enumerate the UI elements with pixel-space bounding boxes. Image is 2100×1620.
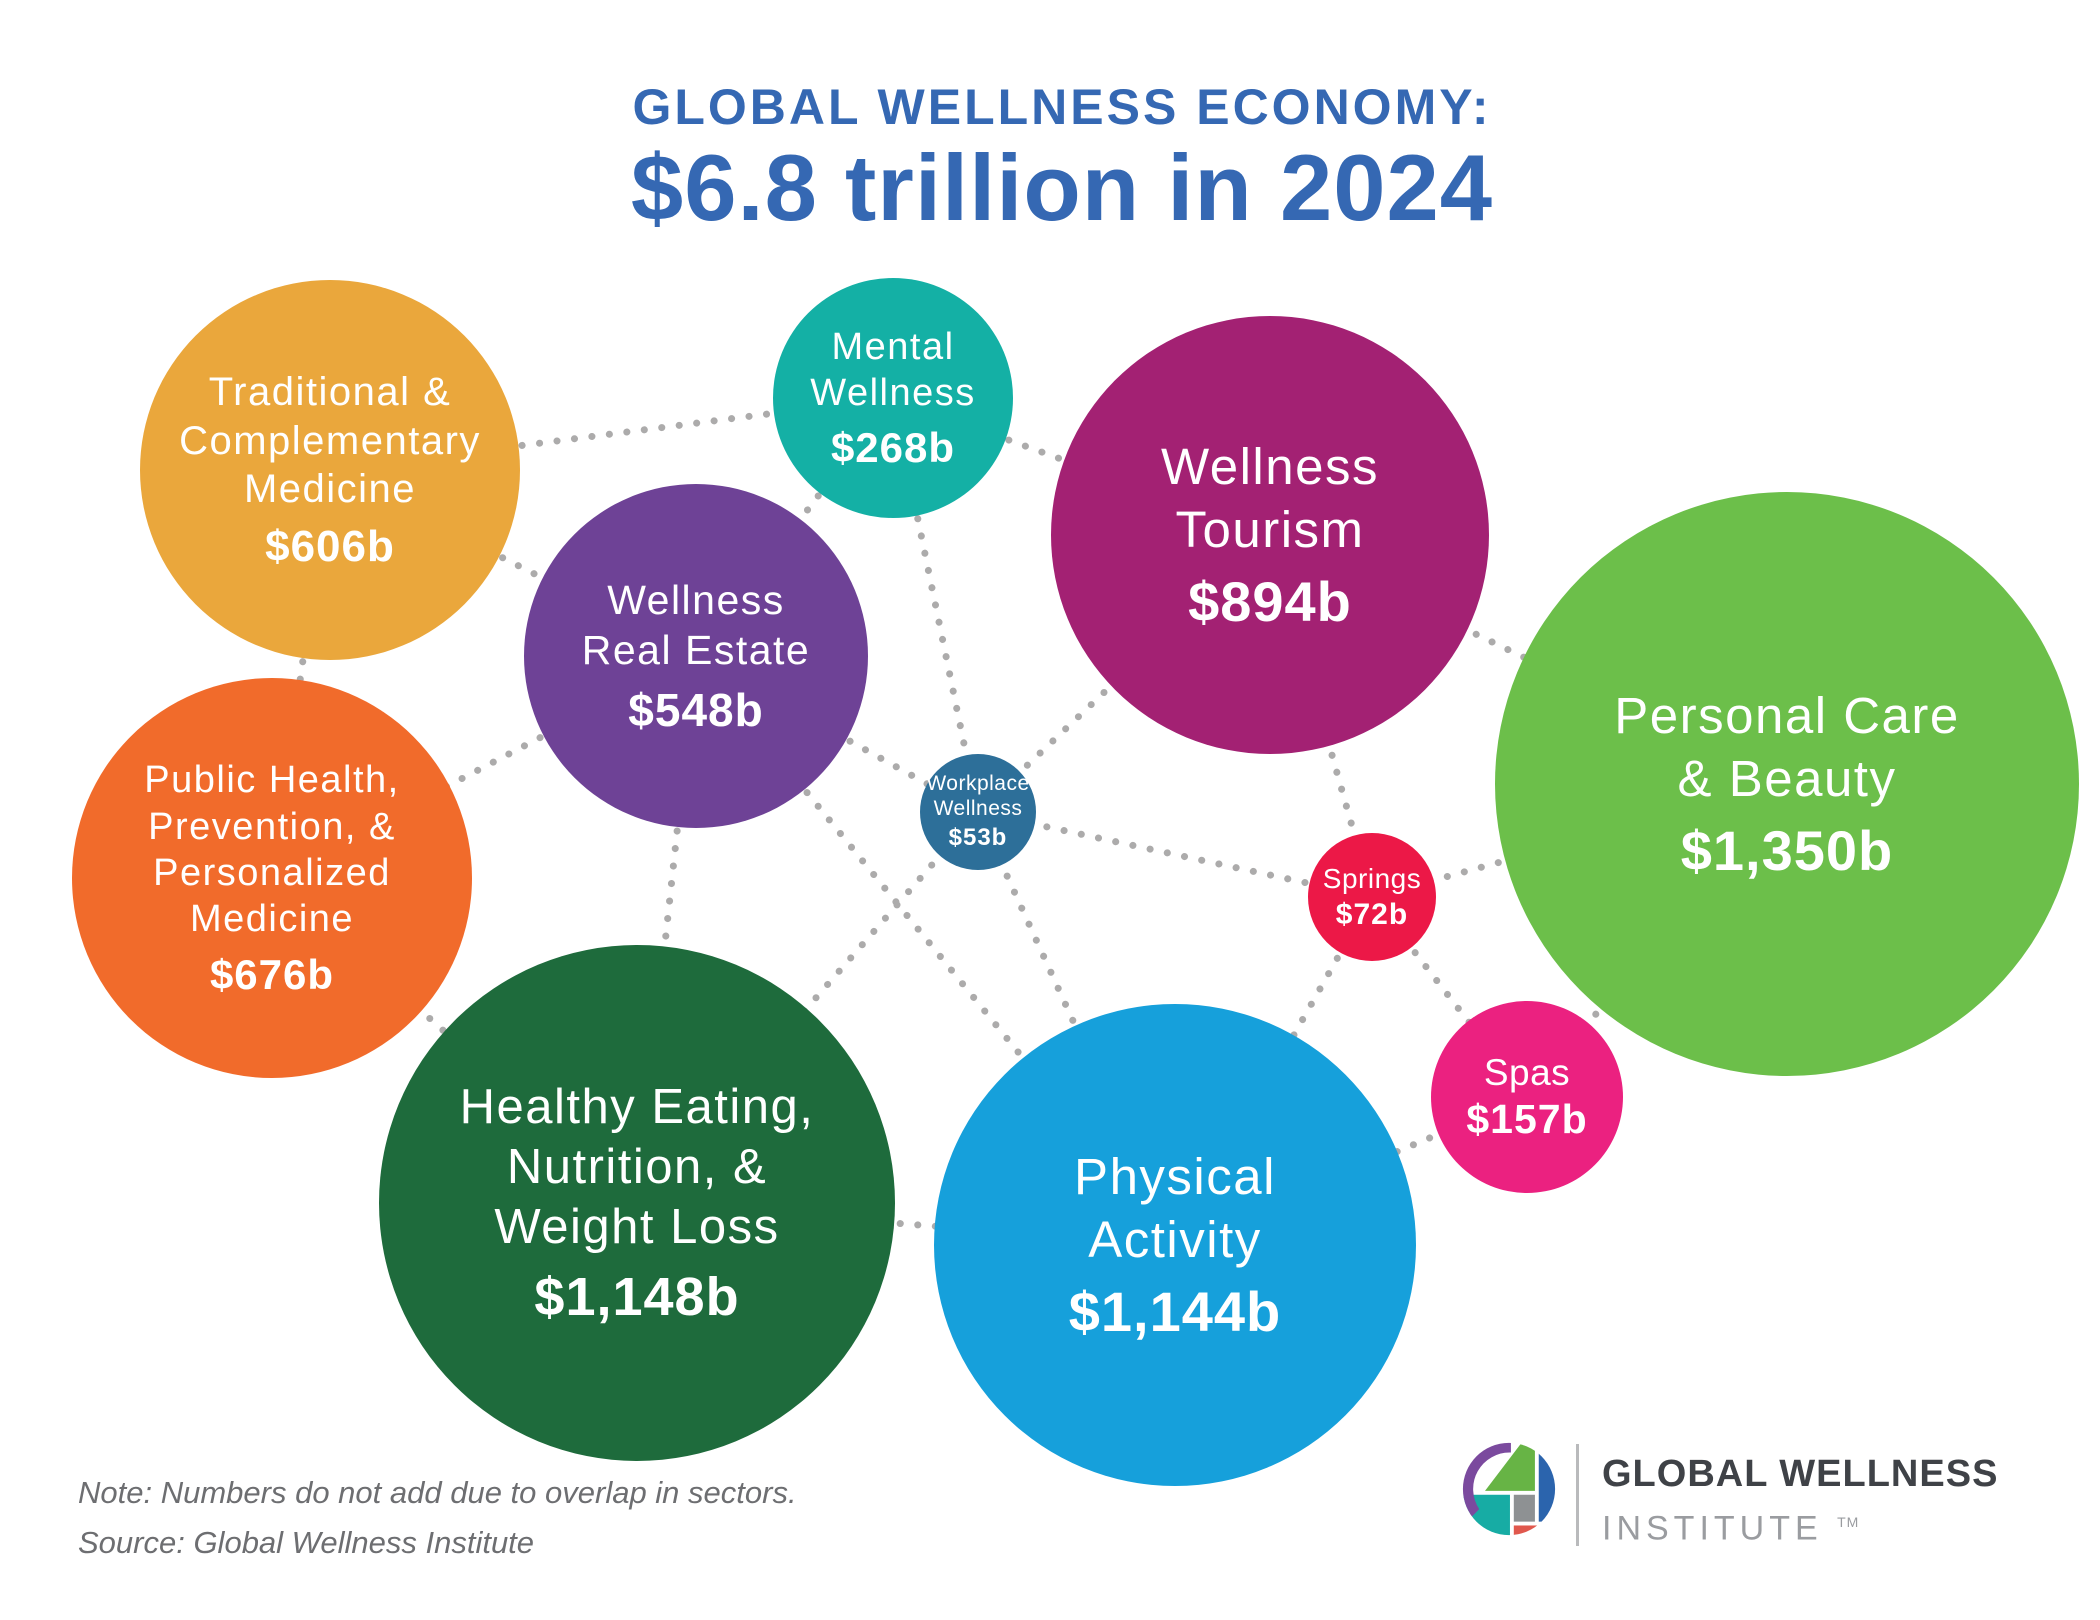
bubble-traditional-complementary-medicine: Traditional & Complementary Medicine $60… — [140, 280, 520, 660]
bubble-label: Personal Care & Beauty — [1614, 685, 1960, 809]
bubble-wellness-tourism: Wellness Tourism $894b — [1051, 316, 1489, 754]
bubble-value: $268b — [830, 424, 956, 472]
bubble-value: $1,148b — [534, 1266, 740, 1327]
web-line — [633, 808, 982, 1207]
bubble-value: $548b — [628, 684, 764, 737]
bubble-label-line: Real Estate — [581, 627, 811, 673]
bubble-label: Spas — [1484, 1051, 1570, 1095]
title-line-1: GLOBAL WELLNESS ECONOMY: — [632, 79, 1492, 135]
bubble-label-line: Weight Loss — [494, 1199, 780, 1254]
footnote: Note: Numbers do not add due to overlap … — [78, 1468, 797, 1568]
bubble-value: $72b — [1335, 897, 1409, 931]
bubble-label-line: Wellness — [933, 797, 1023, 820]
page-title: GLOBAL WELLNESS ECONOMY: $6.8 trillion i… — [12, 78, 2100, 238]
bubble-label: Traditional & Complementary Medicine — [179, 368, 481, 514]
bubble-label-line: Wellness — [1161, 438, 1379, 496]
bubble-label-line: Prevention, & — [148, 805, 396, 848]
bubble-label-line: Tourism — [1175, 500, 1365, 558]
bubble-label-line: & Beauty — [1677, 749, 1897, 807]
logo-segment-blue — [1538, 1442, 1556, 1522]
source-line: Source: Global Wellness Institute — [78, 1525, 535, 1560]
bubble-workplace-wellness: Workplace Wellness $53b — [920, 754, 1036, 870]
bubble-label-line: Activity — [1088, 1210, 1262, 1268]
bubble-value: $1,144b — [1068, 1279, 1282, 1343]
bubble-label: Wellness Real Estate — [582, 575, 810, 675]
bubble-label-line: Physical — [1074, 1148, 1276, 1206]
bubble-label-line: Public Health, — [144, 759, 400, 802]
bubble-label-line: Wellness — [607, 576, 785, 623]
bubble-label-line: Wellness — [810, 372, 976, 414]
bubble-label-line: Workplace — [926, 772, 1030, 796]
bubble-label-line: Complementary — [179, 418, 481, 463]
bubble-value: $676b — [209, 950, 335, 998]
bubble-label-line: Medicine — [243, 467, 417, 512]
bubble-label-line: Springs — [1322, 863, 1422, 895]
bubble-mental-wellness: Mental Wellness $268b — [773, 278, 1013, 518]
wordmark-line-2: INSTITUTE TM — [1602, 1500, 1998, 1550]
bubble-springs: Springs $72b — [1308, 833, 1436, 961]
bubble-label-line: Personal Care — [1614, 687, 1960, 745]
bubble-spas: Spas $157b — [1431, 1001, 1623, 1193]
logo-segment-coral — [1513, 1525, 1556, 1536]
bubble-label-line: Spas — [1483, 1051, 1571, 1093]
bubble-personal-care-beauty: Personal Care & Beauty $1,350b — [1495, 492, 2079, 1076]
trademark-symbol: TM — [1837, 1514, 1860, 1530]
web-line — [974, 808, 1376, 901]
bubble-label-line: Traditional & — [208, 369, 452, 414]
bubble-label: Public Health, Prevention, & Personalize… — [144, 757, 399, 942]
logo-segment-purple — [1462, 1442, 1511, 1517]
bubble-label-line: Personalized — [153, 852, 391, 894]
bubble-healthy-eating-nutrition-weight-loss: Healthy Eating, Nutrition, & Weight Loss… — [379, 945, 895, 1461]
logo-segment-green — [1485, 1442, 1535, 1491]
bubble-label-line: Healthy Eating, — [459, 1080, 815, 1135]
bubble-public-health-prevention-personalized-medicine: Public Health, Prevention, & Personalize… — [72, 678, 472, 1078]
wordmark-institute: INSTITUTE — [1602, 1509, 1823, 1548]
bubble-physical-activity: Physical Activity $1,144b — [934, 1004, 1416, 1486]
bubble-label-line: Nutrition, & — [506, 1140, 768, 1195]
bubble-label: Wellness Tourism — [1161, 436, 1379, 560]
bubble-label: Healthy Eating, Nutrition, & Weight Loss — [460, 1078, 815, 1257]
bubble-value: $606b — [265, 522, 395, 572]
gwi-logo-icon — [1462, 1442, 1556, 1536]
gwi-wordmark: GLOBAL WELLNESS INSTITUTE TM — [1602, 1452, 1998, 1550]
title-line-2: $6.8 trillion in 2024 — [630, 135, 1494, 240]
note-line: Note: Numbers do not add due to overlap … — [78, 1475, 797, 1510]
bubble-label-line: Mental — [831, 325, 955, 368]
bubble-value: $894b — [1188, 569, 1352, 633]
bubble-label: Workplace Wellness — [926, 772, 1029, 822]
bubble-value: $1,350b — [1680, 818, 1894, 882]
bubble-label: Mental Wellness — [810, 324, 975, 417]
logo-divider — [1576, 1444, 1579, 1546]
logo-segment-gray — [1513, 1494, 1535, 1522]
bubble-label-line: Medicine — [189, 898, 355, 941]
bubble-value: $157b — [1466, 1096, 1588, 1143]
bubble-value: $53b — [948, 823, 1008, 851]
bubble-label: Springs — [1323, 862, 1421, 895]
bubble-label: Physical Activity — [1074, 1146, 1276, 1270]
bubble-wellness-real-estate: Wellness Real Estate $548b — [524, 484, 868, 828]
wordmark-line-1: GLOBAL WELLNESS — [1602, 1453, 1999, 1495]
